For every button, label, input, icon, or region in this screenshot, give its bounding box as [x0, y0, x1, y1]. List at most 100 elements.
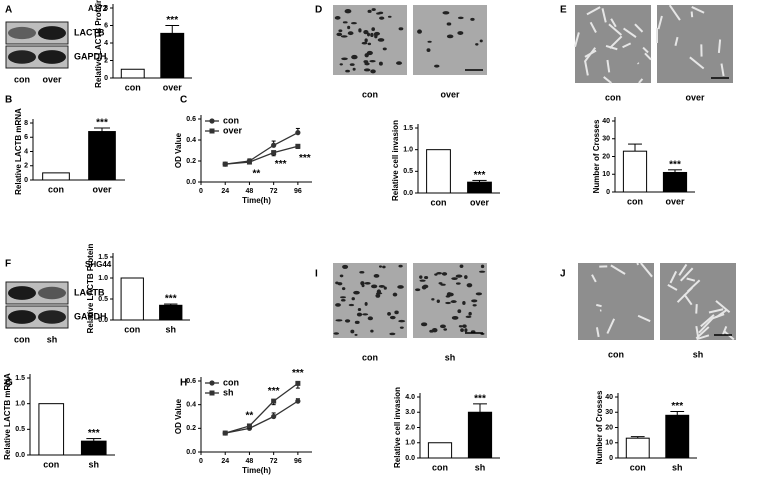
- micrograph: [413, 5, 487, 75]
- bar: [120, 277, 144, 321]
- cell: [351, 297, 355, 301]
- cell: [335, 303, 341, 307]
- tube: [717, 39, 722, 54]
- cell: [345, 69, 350, 73]
- cell: [426, 48, 431, 52]
- cell: [345, 9, 350, 12]
- x-tick-label: con: [124, 324, 140, 334]
- cell: [371, 27, 376, 32]
- cell: [398, 319, 406, 323]
- tube: [698, 317, 714, 334]
- cell: [446, 34, 454, 39]
- cell: [363, 68, 371, 72]
- tube: [667, 284, 678, 291]
- y-tick-label: 8: [24, 120, 28, 127]
- bar: [80, 440, 107, 456]
- y-tick-label: 40: [602, 118, 610, 125]
- significance: ***: [474, 394, 486, 405]
- micrograph: [333, 5, 407, 75]
- tube: [622, 42, 632, 49]
- cell: [370, 69, 376, 74]
- tube: [700, 314, 715, 328]
- significance: ***: [165, 294, 177, 305]
- y-tick-label: 0: [24, 177, 28, 184]
- bar: [88, 131, 116, 181]
- cell: [399, 326, 404, 329]
- y-axis-label: Relative LACTB mRNA: [3, 373, 12, 460]
- panel-letter: E: [560, 5, 567, 16]
- bar: [662, 171, 688, 193]
- band-label: LACTB: [74, 27, 105, 37]
- bar: [120, 68, 145, 79]
- y-tick-label: 20: [605, 424, 613, 431]
- cell: [364, 62, 370, 66]
- panel-letter: F: [5, 259, 11, 270]
- cell: [434, 64, 440, 68]
- cell: [387, 15, 392, 18]
- significance: ***: [671, 401, 683, 412]
- bar: [38, 403, 65, 456]
- tube: [657, 15, 663, 30]
- cell: [436, 272, 442, 275]
- bar: [622, 150, 648, 193]
- significance: ***: [268, 386, 280, 397]
- y-tick-label: 2: [24, 163, 28, 170]
- x-axis-label: Time(h): [242, 196, 271, 205]
- cell: [457, 16, 464, 20]
- x-tick-label: over: [470, 197, 490, 207]
- cell: [337, 282, 343, 286]
- cell: [396, 61, 403, 65]
- cell: [339, 63, 343, 66]
- cell: [340, 35, 348, 38]
- y-tick-label: 0.0: [15, 452, 25, 459]
- cell: [472, 304, 477, 307]
- tube: [695, 325, 700, 340]
- cell: [442, 11, 450, 15]
- cell: [362, 313, 369, 316]
- y-tick-label: 10: [605, 440, 613, 447]
- cell: [348, 303, 355, 307]
- bar: [467, 411, 493, 459]
- y-tick-label: 40: [605, 394, 613, 401]
- blot-band: [38, 26, 66, 40]
- cell: [341, 287, 346, 291]
- x-tick-label: 48: [246, 458, 254, 465]
- x-tick-label: con: [630, 462, 646, 472]
- legend-marker: [209, 128, 215, 134]
- legend-label: over: [223, 125, 243, 135]
- cell: [367, 9, 372, 13]
- tube: [605, 44, 618, 51]
- tube: [574, 32, 580, 48]
- series-line: [225, 400, 299, 434]
- tube: [636, 262, 640, 266]
- bar: [467, 181, 492, 194]
- tube: [721, 326, 728, 336]
- y-tick-label: 20: [602, 153, 610, 160]
- marker: [222, 430, 228, 436]
- panel-letter: B: [5, 95, 12, 106]
- cell: [450, 300, 457, 303]
- x-tick-label: con: [627, 196, 643, 206]
- band-label: GAPDH: [74, 311, 107, 321]
- tube: [637, 314, 651, 323]
- marker: [271, 413, 277, 420]
- y-axis-label: Relative LACTB mRNA: [14, 108, 23, 195]
- y-axis-label: Relative LACTB Protein: [94, 0, 103, 88]
- cell: [440, 324, 446, 329]
- tube: [591, 274, 597, 283]
- marker: [295, 380, 301, 386]
- cell: [341, 57, 348, 61]
- y-tick-label: 0.2: [186, 425, 196, 432]
- cell: [347, 31, 354, 36]
- cell: [434, 273, 438, 276]
- cell-line-label: SHG44: [85, 260, 112, 269]
- lane-label: over: [685, 92, 705, 102]
- x-tick-label: 24: [221, 188, 229, 195]
- cell: [462, 324, 467, 328]
- y-tick-label: 0.4: [186, 137, 196, 144]
- significance: ***: [166, 15, 178, 26]
- cell: [419, 275, 423, 279]
- cell: [464, 275, 468, 280]
- cell: [354, 320, 360, 324]
- legend-marker: [209, 380, 215, 386]
